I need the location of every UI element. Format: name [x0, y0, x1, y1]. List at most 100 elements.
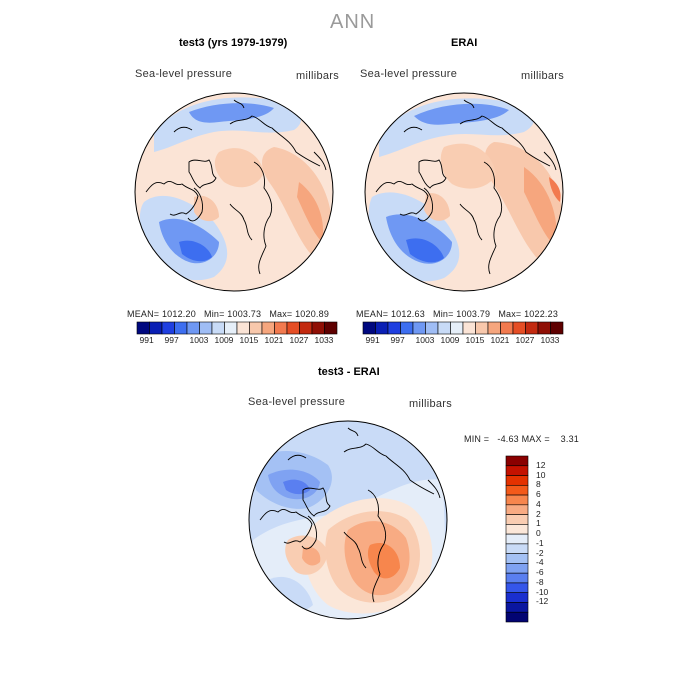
page-title: ANN — [330, 11, 376, 33]
colorbar-tick-label: 1021 — [490, 335, 510, 345]
colorbar-tick-label: 12 — [536, 459, 546, 470]
colorbar-swatch — [462, 321, 476, 335]
panel1-min-label: Min= — [204, 309, 225, 319]
colorbar-swatch — [437, 321, 451, 335]
colorbar-tick-label: 1027 — [515, 335, 535, 345]
colorbar-swatch — [537, 321, 551, 335]
panel1-map — [134, 92, 334, 292]
diff-stats: MIN = -4.63 MAX = 3.31 — [464, 434, 579, 444]
panel2-variable: Sea-level pressure — [360, 68, 458, 80]
panel1-colorbar — [136, 321, 338, 335]
panel2-mean: 1012.63 — [390, 309, 425, 319]
colorbar-swatch — [505, 611, 529, 623]
colorbar-swatch — [186, 321, 200, 335]
colorbar-swatch — [505, 543, 529, 554]
colorbar-tick-label: 6 — [536, 489, 541, 500]
panel2-high-siberia — [484, 142, 563, 263]
colorbar-tick-label: -4 — [536, 557, 544, 568]
colorbar-swatch — [505, 592, 529, 603]
colorbar-tick-label: 2 — [536, 508, 541, 519]
panel2-max: 1022.23 — [524, 309, 559, 319]
colorbar-tick-label: 1033 — [314, 335, 334, 345]
panel1-variable: Sea-level pressure — [135, 68, 233, 80]
colorbar-tick-label: 1003 — [415, 335, 435, 345]
panel2-mean-label: MEAN= — [356, 309, 389, 319]
panel1-colorbar-labels: 991 997 1003 1009 1015 1021 1027 1033 — [137, 335, 337, 347]
colorbar-tick-label: 991 — [139, 335, 154, 345]
panel2-stats: MEAN= 1012.63 Min= 1003.79 Max= 1022.23 — [356, 309, 558, 319]
panel1-max: 1020.89 — [295, 309, 330, 319]
colorbar-swatch — [505, 514, 529, 525]
colorbar-swatch — [505, 563, 529, 574]
colorbar-tick-label: 1015 — [239, 335, 259, 345]
colorbar-tick-label: -10 — [536, 586, 549, 597]
diff-map — [248, 420, 448, 620]
panel1-stats: MEAN= 1012.20 Min= 1003.73 Max= 1020.89 — [127, 309, 329, 319]
colorbar-swatch — [211, 321, 225, 335]
colorbar-swatch — [512, 321, 526, 335]
colorbar-swatch — [387, 321, 401, 335]
diff-min: -4.63 — [497, 434, 519, 444]
colorbar-swatch — [362, 321, 376, 335]
colorbar-swatch — [505, 524, 529, 535]
colorbar-swatch — [400, 321, 414, 335]
colorbar-swatch — [505, 465, 529, 476]
panel2-max-label: Max= — [498, 309, 522, 319]
colorbar-tick-label: 1003 — [189, 335, 209, 345]
colorbar-swatch — [505, 553, 529, 564]
colorbar-tick-label: 1 — [536, 518, 541, 529]
colorbar-swatch — [412, 321, 426, 335]
colorbar-swatch — [311, 321, 325, 335]
panel1-mean: 1012.20 — [161, 309, 196, 319]
colorbar-tick-label: 1009 — [440, 335, 460, 345]
colorbar-swatch — [500, 321, 514, 335]
colorbar-swatch — [425, 321, 439, 335]
colorbar-tick-label: -6 — [536, 567, 544, 578]
colorbar-swatch — [224, 321, 238, 335]
panel1-title: test3 (yrs 1979-1979) — [179, 37, 288, 49]
diff-min-label: MIN = — [464, 434, 490, 444]
colorbar-swatch — [174, 321, 188, 335]
colorbar-swatch — [375, 321, 389, 335]
colorbar-tick-label: 1027 — [289, 335, 309, 345]
panel1-units: millibars — [296, 70, 340, 82]
panel2-map — [364, 92, 564, 292]
diff-max: 3.31 — [560, 434, 579, 444]
colorbar-swatch — [161, 321, 175, 335]
diff-variable: Sea-level pressure — [248, 396, 346, 408]
colorbar-tick-label: 991 — [365, 335, 380, 345]
colorbar-swatch — [249, 321, 263, 335]
panel1-max-label: Max= — [269, 309, 293, 319]
colorbar-swatch — [505, 602, 529, 613]
colorbar-swatch — [505, 582, 529, 594]
colorbar-swatch — [199, 321, 213, 335]
colorbar-swatch — [487, 321, 501, 335]
colorbar-swatch — [505, 484, 529, 496]
panel1-low-pacific-core — [189, 103, 274, 123]
colorbar-swatch — [136, 321, 150, 335]
panel2-min: 1003.79 — [456, 309, 491, 319]
colorbar-swatch — [505, 504, 529, 515]
diff-units: millibars — [409, 398, 453, 410]
diff-colorbar — [505, 455, 529, 623]
colorbar-tick-label: 1015 — [465, 335, 485, 345]
colorbar-swatch — [286, 321, 300, 335]
colorbar-tick-label: 1021 — [264, 335, 284, 345]
colorbar-tick-label: 4 — [536, 498, 541, 509]
colorbar-tick-label: 10 — [536, 469, 546, 480]
panel2-colorbar — [362, 321, 564, 335]
colorbar-swatch — [505, 475, 529, 486]
colorbar-swatch — [505, 494, 529, 506]
panel1-min: 1003.73 — [227, 309, 262, 319]
colorbar-swatch — [299, 321, 313, 335]
panel1-mean-label: MEAN= — [127, 309, 160, 319]
panel2-colorbar-labels: 991 997 1003 1009 1015 1021 1027 1033 — [363, 335, 563, 347]
colorbar-swatch — [475, 321, 489, 335]
panel2-title: ERAI — [451, 37, 478, 49]
colorbar-swatch — [505, 572, 529, 584]
colorbar-tick-label: -2 — [536, 547, 544, 558]
colorbar-tick-label: 8 — [536, 479, 541, 490]
panel2-min-label: Min= — [433, 309, 454, 319]
colorbar-swatch — [505, 455, 529, 467]
colorbar-tick-label: 997 — [390, 335, 405, 345]
